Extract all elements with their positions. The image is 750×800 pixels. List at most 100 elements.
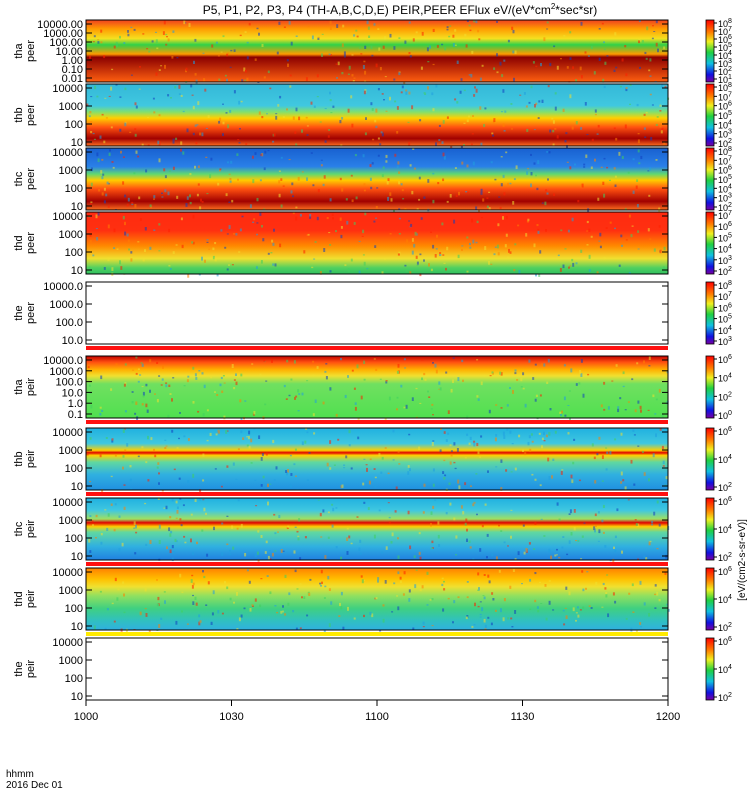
noise-speck <box>192 473 195 478</box>
noise-speck <box>405 404 408 409</box>
noise-speck <box>343 467 346 469</box>
noise-speck <box>210 376 213 379</box>
noise-speck <box>145 613 148 617</box>
noise-speck <box>134 133 137 137</box>
noise-speck <box>415 255 418 259</box>
noise-speck <box>292 610 295 613</box>
noise-speck <box>591 443 594 447</box>
noise-speck <box>356 364 359 369</box>
noise-speck <box>103 200 106 204</box>
noise-speck <box>118 547 121 552</box>
noise-speck <box>109 149 111 152</box>
noise-speck <box>486 533 489 537</box>
noise-speck <box>565 132 568 135</box>
noise-speck <box>101 409 104 412</box>
noise-speck <box>191 585 194 589</box>
noise-speck <box>546 381 549 384</box>
noise-speck <box>329 198 332 202</box>
noise-speck <box>602 181 605 185</box>
noise-speck <box>648 478 650 482</box>
spectrogram-noise <box>93 569 670 633</box>
noise-speck <box>543 37 546 42</box>
noise-speck <box>391 532 394 537</box>
noise-speck <box>419 402 422 404</box>
noise-speck <box>149 540 152 544</box>
noise-speck <box>258 435 261 439</box>
noise-speck <box>100 541 103 545</box>
noise-speck <box>535 102 538 106</box>
y-tick-label: 100 <box>65 463 83 475</box>
noise-speck <box>122 581 125 584</box>
noise-speck <box>441 577 444 580</box>
noise-speck <box>172 141 175 144</box>
noise-speck <box>471 133 474 135</box>
noise-speck <box>237 178 239 181</box>
noise-speck <box>654 607 657 609</box>
noise-speck <box>175 244 178 246</box>
noise-speck <box>179 518 182 521</box>
noise-speck <box>280 610 283 614</box>
noise-speck <box>141 363 144 367</box>
noise-speck <box>271 552 274 557</box>
noise-speck <box>416 265 419 267</box>
noise-speck <box>278 170 281 172</box>
noise-speck <box>432 505 435 509</box>
noise-speck <box>407 471 410 475</box>
noise-speck <box>643 602 646 606</box>
noise-speck <box>133 28 136 31</box>
noise-speck <box>286 527 289 529</box>
noise-speck <box>181 591 184 593</box>
noise-speck <box>632 611 635 613</box>
noise-speck <box>500 372 503 376</box>
noise-speck <box>388 521 391 524</box>
noise-speck <box>554 554 557 557</box>
noise-speck <box>374 119 377 123</box>
noise-speck <box>415 387 418 390</box>
noise-speck <box>101 158 104 161</box>
noise-speck <box>442 471 445 474</box>
noise-speck <box>530 433 533 436</box>
noise-speck <box>339 120 342 124</box>
noise-speck <box>529 448 532 453</box>
noise-speck <box>588 605 591 607</box>
noise-speck <box>173 550 176 554</box>
noise-speck <box>248 446 251 449</box>
noise-speck <box>406 239 409 243</box>
noise-speck <box>653 248 656 252</box>
noise-speck <box>548 431 551 436</box>
noise-speck <box>500 459 503 463</box>
noise-speck <box>207 115 210 118</box>
noise-speck <box>269 87 272 90</box>
noise-speck <box>429 45 431 49</box>
noise-speck <box>205 604 208 606</box>
noise-speck <box>142 258 145 262</box>
noise-speck <box>150 437 153 441</box>
noise-speck <box>537 230 540 234</box>
noise-speck <box>662 460 665 465</box>
noise-speck <box>205 127 208 129</box>
noise-speck <box>486 205 489 209</box>
noise-speck <box>398 251 401 255</box>
noise-speck <box>466 538 468 542</box>
noise-speck <box>397 450 400 453</box>
noise-speck <box>468 115 470 118</box>
noise-speck <box>176 195 179 199</box>
noise-speck <box>141 143 144 147</box>
noise-speck <box>326 217 329 220</box>
panel-tha-peer: 10000.001000.00100.0010.001.000.100.01th… <box>13 18 732 85</box>
noise-speck <box>514 558 517 561</box>
noise-speck <box>483 596 486 600</box>
noise-speck <box>665 476 668 480</box>
noise-speck <box>135 356 138 359</box>
noise-speck <box>175 517 178 519</box>
noise-speck <box>306 177 308 181</box>
x-tick-label: 1100 <box>365 711 389 723</box>
noise-speck <box>432 172 435 175</box>
noise-speck <box>525 233 528 237</box>
noise-speck <box>473 624 476 626</box>
noise-speck <box>454 44 457 46</box>
panel-label: thcpeir <box>13 519 37 538</box>
noise-speck <box>88 384 91 387</box>
noise-speck <box>99 590 102 593</box>
noise-speck <box>613 546 615 549</box>
